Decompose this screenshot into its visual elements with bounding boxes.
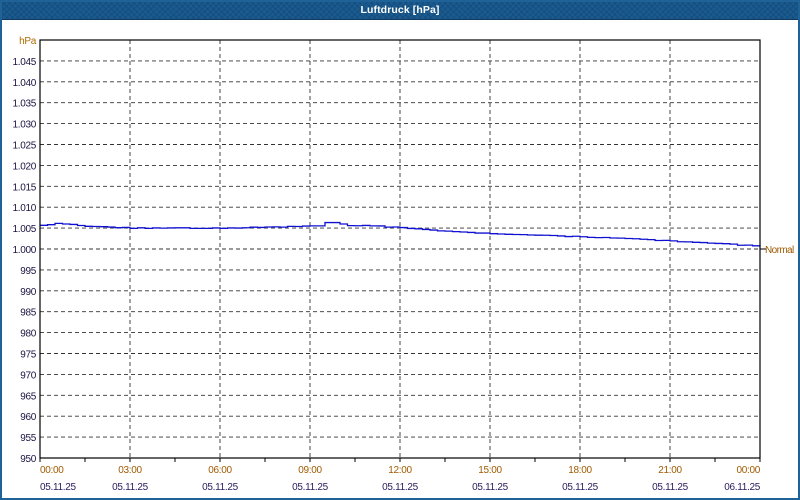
svg-text:hPa: hPa: [19, 36, 37, 47]
svg-text:05.11.25: 05.11.25: [652, 482, 689, 493]
svg-text:05.11.25: 05.11.25: [472, 482, 509, 493]
svg-text:05.11.25: 05.11.25: [382, 482, 419, 493]
svg-text:960: 960: [20, 412, 37, 423]
svg-text:980: 980: [20, 329, 37, 340]
svg-text:1.030: 1.030: [12, 120, 36, 131]
svg-text:21:00: 21:00: [658, 465, 682, 476]
svg-text:950: 950: [20, 454, 37, 465]
svg-text:Normal: Normal: [765, 245, 794, 256]
svg-text:06:00: 06:00: [208, 465, 232, 476]
svg-text:995: 995: [20, 266, 37, 277]
svg-text:1.000: 1.000: [12, 245, 36, 256]
svg-text:05.11.25: 05.11.25: [40, 482, 77, 493]
svg-text:05.11.25: 05.11.25: [112, 482, 149, 493]
svg-text:1.045: 1.045: [12, 57, 36, 68]
svg-text:00:00: 00:00: [736, 465, 760, 476]
svg-text:965: 965: [20, 391, 37, 402]
svg-text:990: 990: [20, 287, 37, 298]
svg-text:1.035: 1.035: [12, 99, 36, 110]
svg-text:985: 985: [20, 308, 37, 319]
svg-text:05.11.25: 05.11.25: [292, 482, 329, 493]
svg-text:1.010: 1.010: [12, 203, 36, 214]
svg-text:1.005: 1.005: [12, 224, 36, 235]
svg-text:1.040: 1.040: [12, 78, 36, 89]
svg-text:12:00: 12:00: [388, 465, 412, 476]
svg-text:00:00: 00:00: [40, 465, 64, 476]
svg-text:975: 975: [20, 350, 37, 361]
svg-text:15:00: 15:00: [478, 465, 502, 476]
svg-text:09:00: 09:00: [298, 465, 322, 476]
svg-text:1.020: 1.020: [12, 161, 36, 172]
svg-text:05.11.25: 05.11.25: [562, 482, 599, 493]
svg-text:03:00: 03:00: [118, 465, 142, 476]
svg-text:18:00: 18:00: [568, 465, 592, 476]
svg-text:06.11.25: 06.11.25: [724, 482, 761, 493]
svg-text:970: 970: [20, 370, 37, 381]
svg-text:955: 955: [20, 433, 37, 444]
svg-text:05.11.25: 05.11.25: [202, 482, 239, 493]
svg-text:1.015: 1.015: [12, 182, 36, 193]
svg-text:1.025: 1.025: [12, 141, 36, 152]
